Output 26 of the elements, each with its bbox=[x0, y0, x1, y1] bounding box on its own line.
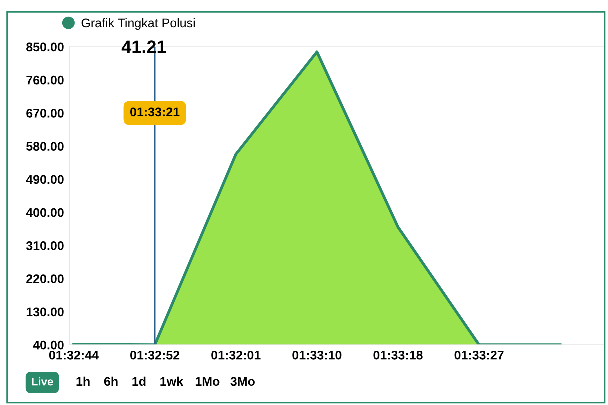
x-tick-label: 01:32:52 bbox=[130, 350, 180, 360]
y-tick-label: 850.00 bbox=[26, 42, 64, 52]
x-tick-label: 01:33:18 bbox=[374, 350, 423, 360]
y-tick-label: 220.00 bbox=[26, 274, 64, 284]
x-tick-label: 01:32:44 bbox=[49, 350, 99, 360]
text: 1d bbox=[132, 376, 146, 386]
y-tick-label: 310.00 bbox=[26, 242, 64, 250]
x-tick-label: 01:33:10 bbox=[292, 350, 342, 360]
annotation: 41.21 bbox=[122, 40, 166, 54]
y-tick-label: 760.00 bbox=[26, 76, 64, 85]
text: 1Mo bbox=[196, 377, 220, 386]
text: 3Mo bbox=[230, 377, 255, 386]
y-tick-label: 670.00 bbox=[26, 109, 64, 118]
legend-label: Grafik Tingkat Polusi bbox=[82, 18, 195, 30]
y-tick-label: 490.00 bbox=[26, 175, 64, 184]
ref-line-label: 01:33:21 bbox=[130, 108, 180, 117]
text: 6h bbox=[104, 376, 118, 386]
y-tick-label: 130.00 bbox=[26, 308, 64, 317]
y-tick-label: 40.00 bbox=[33, 340, 64, 350]
text: 1wk bbox=[160, 376, 184, 386]
text: 1h bbox=[76, 376, 90, 386]
y-tick-label: 400.00 bbox=[26, 208, 64, 218]
x-tick-label: 01:33:27 bbox=[454, 350, 504, 360]
text: Live bbox=[32, 378, 54, 386]
x-tick-label: 01:32:01 bbox=[212, 350, 261, 360]
y-tick-label: 580.00 bbox=[26, 142, 64, 151]
